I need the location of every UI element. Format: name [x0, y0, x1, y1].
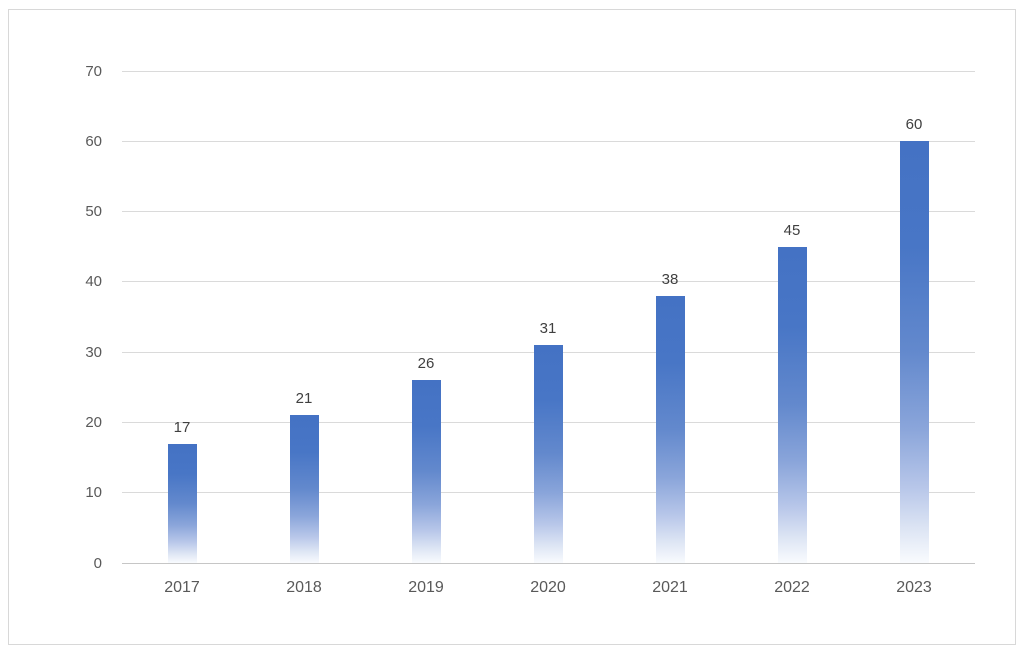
y-axis-tick-label: 50	[85, 203, 102, 221]
gridline	[122, 211, 975, 213]
gridline	[122, 281, 975, 283]
y-axis-tick-label: 40	[85, 273, 102, 291]
bar-2018	[289, 415, 319, 563]
y-axis-tick-label: 60	[85, 132, 102, 150]
y-axis-tick-label: 0	[93, 554, 102, 572]
data-label: 38	[661, 270, 679, 288]
x-axis-tick-label: 2017	[164, 579, 200, 596]
bar-2020	[533, 345, 563, 563]
gridline	[122, 140, 975, 142]
bar-2017	[167, 443, 197, 563]
data-label: 60	[905, 116, 923, 134]
data-label: 21	[295, 390, 313, 408]
data-label: 45	[783, 221, 801, 239]
x-axis-tick-label: 2023	[896, 579, 932, 596]
bar-2023	[899, 141, 929, 563]
data-label: 26	[417, 355, 435, 373]
x-axis-tick-label: 2019	[408, 579, 444, 596]
y-axis-tick-label: 70	[85, 62, 102, 80]
y-axis-tick-label: 20	[85, 413, 102, 431]
x-axis-tick-label: 2021	[652, 579, 688, 596]
x-axis-tick-label: 2020	[530, 579, 566, 596]
x-axis-tick-label: 2018	[286, 579, 322, 596]
bar-2022	[777, 246, 807, 563]
data-label: 17	[173, 418, 191, 436]
gridline	[122, 70, 975, 72]
bar-2021	[655, 295, 685, 563]
x-axis-line	[122, 562, 975, 564]
data-label: 31	[539, 320, 557, 338]
y-axis-tick-label: 10	[85, 484, 102, 502]
y-axis-tick-label: 30	[85, 343, 102, 361]
bar-2019	[411, 380, 441, 563]
x-axis-tick-label: 2022	[774, 579, 810, 596]
